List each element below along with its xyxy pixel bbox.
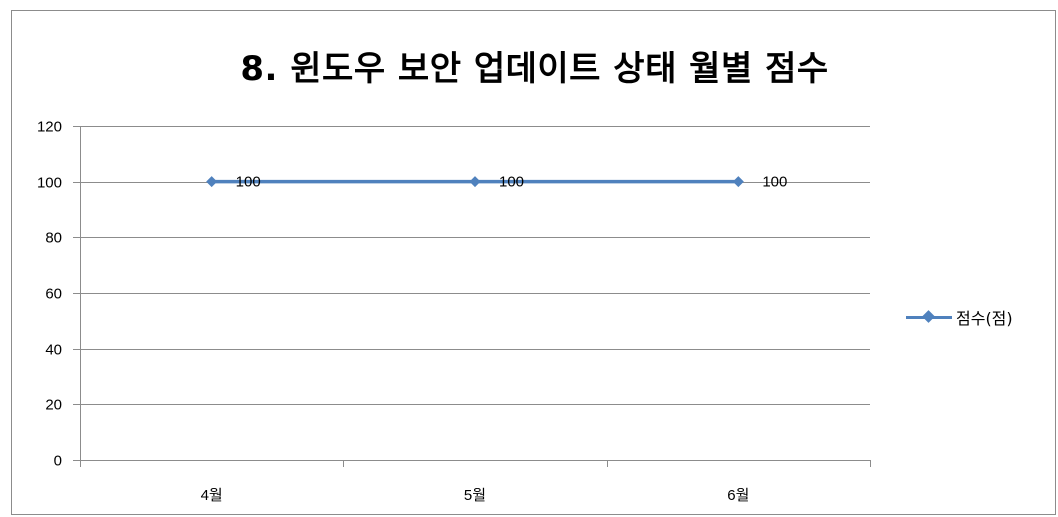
- y-tick-label: 60: [45, 286, 62, 303]
- x-tick-label: 5월: [464, 487, 486, 504]
- y-tick-label: 120: [37, 119, 62, 136]
- y-tick-label: 40: [45, 342, 62, 359]
- y-tick-label: 0: [54, 453, 62, 470]
- y-tick-label: 80: [45, 230, 62, 247]
- legend-label: 점수(점): [956, 309, 1013, 328]
- chart-frame: 8. 윈도우 보안 업데이트 상태 월별 점수 점수(점): [11, 10, 1056, 515]
- x-tick-label: 4월: [201, 487, 223, 504]
- x-tick-label: 6월: [727, 487, 749, 504]
- y-tick-label: 20: [45, 397, 62, 414]
- legend-swatch: [904, 307, 954, 327]
- chart-title: 8. 윈도우 보안 업데이트 상태 월별 점수: [240, 49, 829, 89]
- data-label: 100: [499, 174, 524, 191]
- data-point-marker: [206, 176, 218, 188]
- data-point-marker: [469, 176, 481, 188]
- data-label: 100: [762, 174, 787, 191]
- data-label: 100: [236, 174, 261, 191]
- data-point-marker: [732, 176, 744, 188]
- y-tick-label: 100: [37, 175, 62, 192]
- chart-legend: 점수(점): [904, 307, 1013, 328]
